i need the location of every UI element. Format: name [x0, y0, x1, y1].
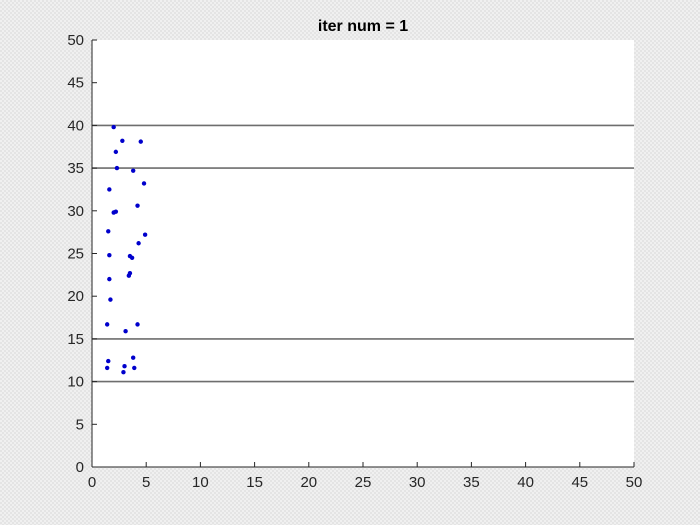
data-point [111, 124, 116, 130]
x-tick-label: 45 [571, 474, 588, 491]
y-tick-labels: 0 5 10 15 20 25 30 35 40 45 50 [67, 32, 84, 476]
data-point [107, 253, 112, 258]
data-point [104, 322, 110, 327]
y-tick-label: 30 [67, 203, 84, 220]
x-tick-label: 30 [409, 474, 426, 491]
y-tick-label: 15 [67, 331, 84, 348]
y-tick-label: 0 [76, 459, 84, 476]
data-point [130, 168, 136, 173]
axes [91, 39, 635, 468]
data-points [104, 124, 148, 375]
data-point [132, 365, 137, 371]
data-point [130, 355, 136, 360]
data-point [104, 365, 110, 371]
x-tick-label: 20 [300, 474, 317, 491]
data-point [136, 241, 141, 246]
data-point [126, 273, 132, 278]
data-point [107, 276, 112, 282]
x-tick-labels: 0 5 10 15 20 25 30 35 40 45 50 [88, 474, 643, 491]
x-tick-label: 10 [192, 474, 209, 491]
data-point [108, 297, 113, 302]
horizontal-lines [92, 124, 634, 383]
data-point [129, 255, 135, 260]
y-tick-label: 35 [67, 160, 84, 177]
data-point [122, 364, 127, 369]
data-point [142, 232, 148, 237]
x-tick-label: 50 [626, 474, 643, 491]
y-tick-label: 45 [67, 75, 84, 92]
chart-title: iter num = 1 [318, 18, 408, 35]
x-tick-label: 5 [142, 474, 150, 491]
y-tick-label: 5 [76, 416, 84, 433]
data-point [141, 181, 147, 186]
x-tick-label: 0 [88, 474, 96, 491]
x-tick-label: 40 [517, 474, 534, 491]
y-tick-label: 25 [67, 246, 84, 263]
y-tick-label: 40 [67, 117, 84, 134]
data-point [121, 370, 126, 375]
y-tick-label: 10 [67, 374, 84, 391]
x-tick-label: 15 [246, 474, 263, 491]
data-point [106, 358, 111, 364]
data-point [138, 139, 143, 144]
data-point [107, 187, 112, 192]
data-point [135, 203, 140, 208]
x-tick-label: 25 [355, 474, 372, 491]
x-tick-label: 35 [463, 474, 480, 491]
data-point [106, 229, 111, 234]
y-tick-label: 20 [67, 288, 84, 305]
data-point [114, 165, 120, 171]
data-point [135, 322, 140, 327]
data-point [123, 329, 128, 334]
data-point [113, 149, 119, 155]
y-tick-label: 50 [67, 32, 84, 49]
data-point [113, 209, 119, 214]
data-point [120, 138, 125, 143]
plot-area [92, 40, 634, 467]
